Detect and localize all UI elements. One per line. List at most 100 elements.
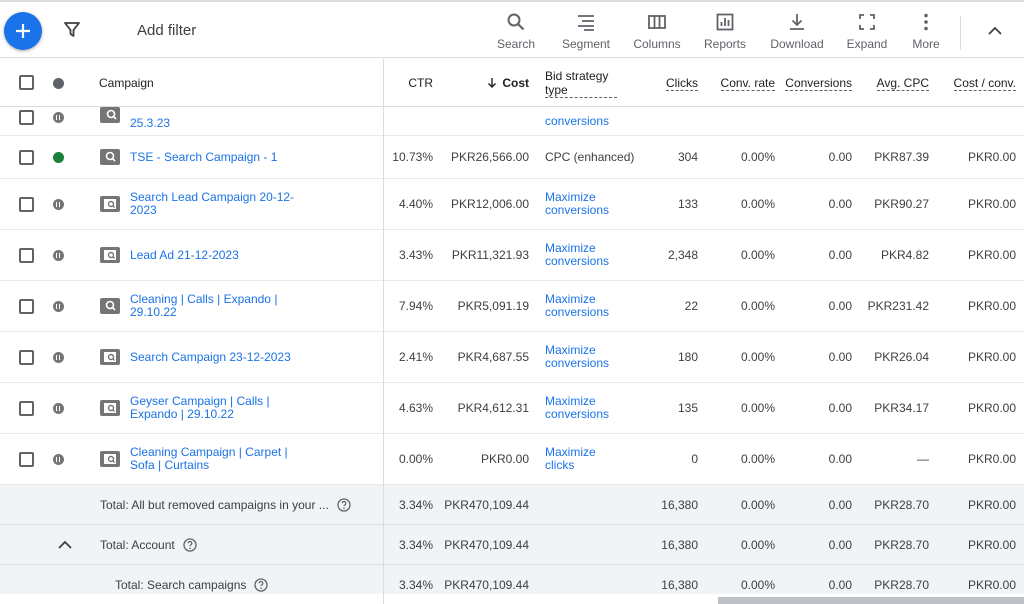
add-filter-input[interactable]: Add filter xyxy=(137,22,197,39)
total-cost: PKR470,109.44 xyxy=(444,577,529,592)
columns-tool-label: Columns xyxy=(633,37,681,51)
bid-line2: conversions xyxy=(545,203,610,217)
campaign-name-link[interactable]: Search Campaign 23-12-2023 xyxy=(130,350,291,364)
header-conversions-label: Conversions xyxy=(785,75,852,91)
campaign-name-link[interactable]: Cleaning | Calls | Expando | 29.10.22 xyxy=(130,293,277,319)
select-all-checkbox[interactable] xyxy=(19,75,34,90)
segment-tool-button[interactable]: Segment xyxy=(558,12,614,56)
campaign-name-line2: 29.10.22 xyxy=(130,305,177,319)
row-checkbox[interactable] xyxy=(19,401,34,416)
help-icon[interactable] xyxy=(183,537,197,552)
header-conv-rate[interactable]: Conv. rate xyxy=(706,59,783,107)
chevron-up-icon[interactable] xyxy=(986,24,1004,43)
cell-cost-conv: PKR0.00 xyxy=(937,107,1024,127)
header-ctr[interactable]: CTR xyxy=(384,59,441,107)
cell-cost-conv: PKR0.00 xyxy=(967,299,1016,313)
segment-icon xyxy=(578,15,594,31)
cell-clicks: 2,348 xyxy=(667,248,698,262)
cell-conversions: 0.00 xyxy=(828,350,852,364)
cell-ctr: 7.94% xyxy=(398,299,433,313)
expand-tool-button[interactable]: Expand xyxy=(844,12,890,56)
table-row[interactable]: Lead Ad 21-12-2023 3.43% PKR11,321.93 Ma… xyxy=(0,230,1024,281)
header-cost[interactable]: Cost xyxy=(442,59,537,107)
table-row[interactable]: Search Campaign 23-12-2023 2.41% PKR4,68… xyxy=(0,332,1024,383)
total-conv-rate: 0.00% xyxy=(740,537,775,552)
header-avg-cpc[interactable]: Avg. CPC xyxy=(860,59,937,107)
search-campaign-paused-icon xyxy=(100,196,120,212)
help-icon[interactable] xyxy=(254,577,269,592)
more-tool-button[interactable]: More xyxy=(908,12,944,56)
row-checkbox[interactable] xyxy=(19,299,34,314)
table-row[interactable]: Geyser Campaign | Calls | Expando | 29.10… xyxy=(0,383,1024,434)
totals-row: Total: Account 3.34% PKR470,109.44 16,38… xyxy=(0,525,1024,565)
header-conversions[interactable]: Conversions xyxy=(783,59,860,107)
cell-bid-strategy[interactable]: Maximize conversions xyxy=(537,332,629,382)
campaign-name-link[interactable]: Search Lead Campaign 20-12- 2023 xyxy=(130,191,294,217)
download-tool-button[interactable]: Download xyxy=(768,12,826,56)
campaign-name-link[interactable]: 25.3.23 xyxy=(130,116,171,130)
reports-tool-button[interactable]: Reports xyxy=(700,12,750,56)
frozen-column-divider xyxy=(383,59,384,604)
cell-clicks: 1,552 xyxy=(629,107,706,127)
table-row[interactable]: Cleaning Campaign | Carpet | Sofa | Curta… xyxy=(0,434,1024,485)
row-checkbox[interactable] xyxy=(19,110,34,125)
header-campaign[interactable]: Campaign xyxy=(99,76,154,90)
campaign-name-link[interactable]: TSE - Search Campaign - 1 xyxy=(130,150,278,164)
search-tool-button[interactable]: Search xyxy=(494,12,538,56)
campaign-name-line2: Sofa | Curtains xyxy=(130,458,210,472)
horizontal-scrollbar[interactable] xyxy=(718,597,1024,604)
paused-status-icon xyxy=(53,301,64,312)
cell-bid-strategy[interactable]: Maximize clicks xyxy=(537,434,629,484)
cell-conversions: 0.00 xyxy=(828,150,852,164)
total-cost-conv: PKR0.00 xyxy=(967,537,1016,552)
cell-bid-strategy[interactable]: Maximize conversions xyxy=(537,281,629,331)
cell-conversions: 0.00 xyxy=(783,107,860,127)
cell-avg-cpc: — xyxy=(917,452,929,466)
cell-cost-conv: PKR0.00 xyxy=(967,401,1016,415)
columns-tool-button[interactable]: Columns xyxy=(630,12,684,56)
bid-line2: conversions xyxy=(545,305,610,319)
bid-line1: Maximize xyxy=(545,292,596,306)
cell-avg-cpc: PKR26.04 xyxy=(874,350,929,364)
table-body: 25.3.23 5.71% PKR31,079.89 conversions 1… xyxy=(0,107,1024,594)
header-cost-conv[interactable]: Cost / conv. xyxy=(937,59,1024,107)
cell-avg-cpc: PKR20.03 xyxy=(860,107,937,127)
cell-bid-strategy[interactable]: Maximize conversions xyxy=(537,179,629,229)
row-checkbox[interactable] xyxy=(19,150,34,165)
total-ctr: 3.34% xyxy=(398,497,433,512)
table-row[interactable]: TSE - Search Campaign - 1 10.73% PKR26,5… xyxy=(0,136,1024,179)
table-header: Campaign CTR Cost Bid strategy type Clic… xyxy=(0,59,1024,107)
cell-bid-strategy[interactable]: conversions xyxy=(545,113,610,128)
cell-bid-strategy[interactable]: Maximize conversions xyxy=(537,230,629,280)
total-label-text: Total: All but removed campaigns in your… xyxy=(100,497,329,512)
plus-icon xyxy=(16,24,30,38)
cell-avg-cpc: PKR4.82 xyxy=(880,248,929,262)
cell-avg-cpc: PKR87.39 xyxy=(874,150,929,164)
row-checkbox[interactable] xyxy=(19,197,34,212)
cell-bid-strategy[interactable]: Maximize conversions xyxy=(537,383,629,433)
header-bid-strategy[interactable]: Bid strategy type xyxy=(537,59,629,107)
campaign-name-link[interactable]: Geyser Campaign | Calls | Expando | 29.10… xyxy=(130,395,270,421)
row-checkbox[interactable] xyxy=(19,248,34,263)
header-clicks[interactable]: Clicks xyxy=(629,59,706,107)
cell-conv-rate: 0.00% xyxy=(740,299,775,313)
cell-cost-conv: PKR0.00 xyxy=(967,150,1016,164)
table-row[interactable]: Search Lead Campaign 20-12- 2023 4.40% PK… xyxy=(0,179,1024,230)
row-checkbox[interactable] xyxy=(19,452,34,467)
create-button[interactable] xyxy=(4,12,42,50)
campaign-name-link[interactable]: Cleaning Campaign | Carpet | Sofa | Curta… xyxy=(130,446,288,472)
total-cost: PKR470,109.44 xyxy=(444,537,529,552)
paused-status-icon xyxy=(53,250,64,261)
cell-conv-rate: 0.00% xyxy=(740,150,775,164)
help-icon[interactable] xyxy=(337,497,351,512)
cell-ctr: 3.43% xyxy=(398,248,433,262)
filter-icon[interactable] xyxy=(62,20,82,45)
header-ctr-label: CTR xyxy=(408,76,433,90)
campaign-name-link[interactable]: Lead Ad 21-12-2023 xyxy=(130,248,239,262)
table-row[interactable]: 25.3.23 5.71% PKR31,079.89 conversions 1… xyxy=(0,107,1024,136)
campaign-name-line1: Cleaning Campaign | Carpet | xyxy=(130,445,288,459)
table-row[interactable]: Cleaning | Calls | Expando | 29.10.22 7.9… xyxy=(0,281,1024,332)
chevron-up-icon[interactable] xyxy=(56,538,74,552)
cell-conv-rate: 0.00% xyxy=(740,452,775,466)
row-checkbox[interactable] xyxy=(19,350,34,365)
